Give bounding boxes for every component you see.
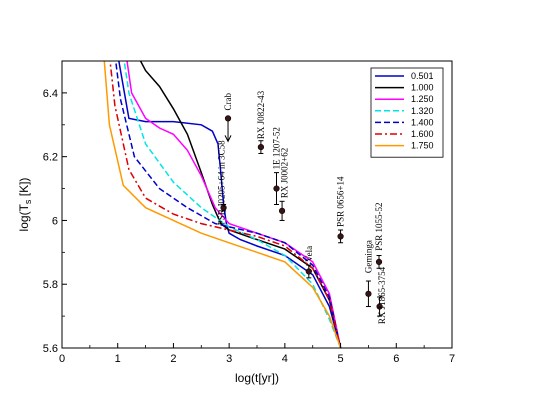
x-tick-label: 7 — [449, 353, 455, 365]
point-label: PSR J0205+64 in 3C58 — [216, 140, 226, 225]
y-tick-label: 6 — [52, 215, 58, 227]
point-label: Geminga — [363, 240, 373, 273]
y-tick-label: 6.2 — [43, 152, 58, 164]
legend-entry: 1.250 — [411, 94, 434, 104]
legend-entry: 1.750 — [411, 141, 434, 151]
point-label: RX J1865-3754 — [377, 266, 387, 324]
x-axis-label: log(t[yr]) — [235, 371, 279, 385]
data-point — [305, 268, 312, 275]
series-line-1.600 — [109, 61, 342, 348]
x-tick-label: 2 — [170, 353, 176, 365]
data-point — [273, 185, 280, 192]
y-tick-label: 5.6 — [43, 343, 58, 355]
x-tick-label: 1 — [115, 353, 121, 365]
x-tick-label: 6 — [393, 353, 399, 365]
point-label: RX J0002+62 — [279, 148, 289, 198]
point-label: Crab — [223, 92, 233, 110]
series-line-1.250 — [126, 61, 342, 348]
series-line-1.750 — [103, 61, 342, 348]
legend-entry: 1.320 — [411, 106, 434, 116]
series-line-1.000 — [139, 61, 342, 348]
arrow-head — [224, 135, 232, 143]
x-tick-label: 5 — [338, 353, 344, 365]
y-axis: 5.6 5.8 6 6.2 6.4 — [43, 88, 67, 355]
point-label: 1E 1207-52 — [272, 127, 282, 169]
point-label: Vela — [304, 246, 314, 262]
data-point — [257, 144, 265, 151]
y-tick-label: 5.8 — [43, 279, 58, 291]
x-axis: 0 1 2 3 4 5 6 7 — [59, 343, 455, 365]
series-line-1.400 — [114, 61, 342, 348]
data-point — [337, 233, 344, 240]
legend-entry: 1.400 — [411, 117, 434, 127]
point-label: RX J0822-43 — [256, 90, 266, 139]
x-tick-label: 0 — [59, 353, 65, 365]
legend-box — [370, 67, 444, 158]
observation-points: Crab PSR J0205+64 in 3C58 RX J0822-43 1E 12… — [216, 90, 386, 324]
data-point — [376, 303, 383, 310]
y-tick-label: 6.4 — [43, 88, 58, 100]
data-point — [365, 290, 372, 297]
data-point — [224, 115, 232, 122]
legend-entry: 1.600 — [411, 129, 434, 139]
x-tick-label: 4 — [282, 353, 288, 365]
x-tick-label: 3 — [226, 353, 232, 365]
point-label: PSR 1055-52 — [374, 202, 384, 250]
data-point — [278, 207, 286, 214]
data-point — [375, 258, 383, 266]
series-curves — [103, 61, 342, 348]
y-axis-label: log(Ts [K]) — [17, 178, 33, 232]
point-label: PSR 0656+14 — [336, 176, 346, 227]
legend-entry: 0.501 — [411, 71, 434, 81]
data-point — [220, 204, 227, 211]
legend-entry: 1.000 — [411, 83, 434, 93]
